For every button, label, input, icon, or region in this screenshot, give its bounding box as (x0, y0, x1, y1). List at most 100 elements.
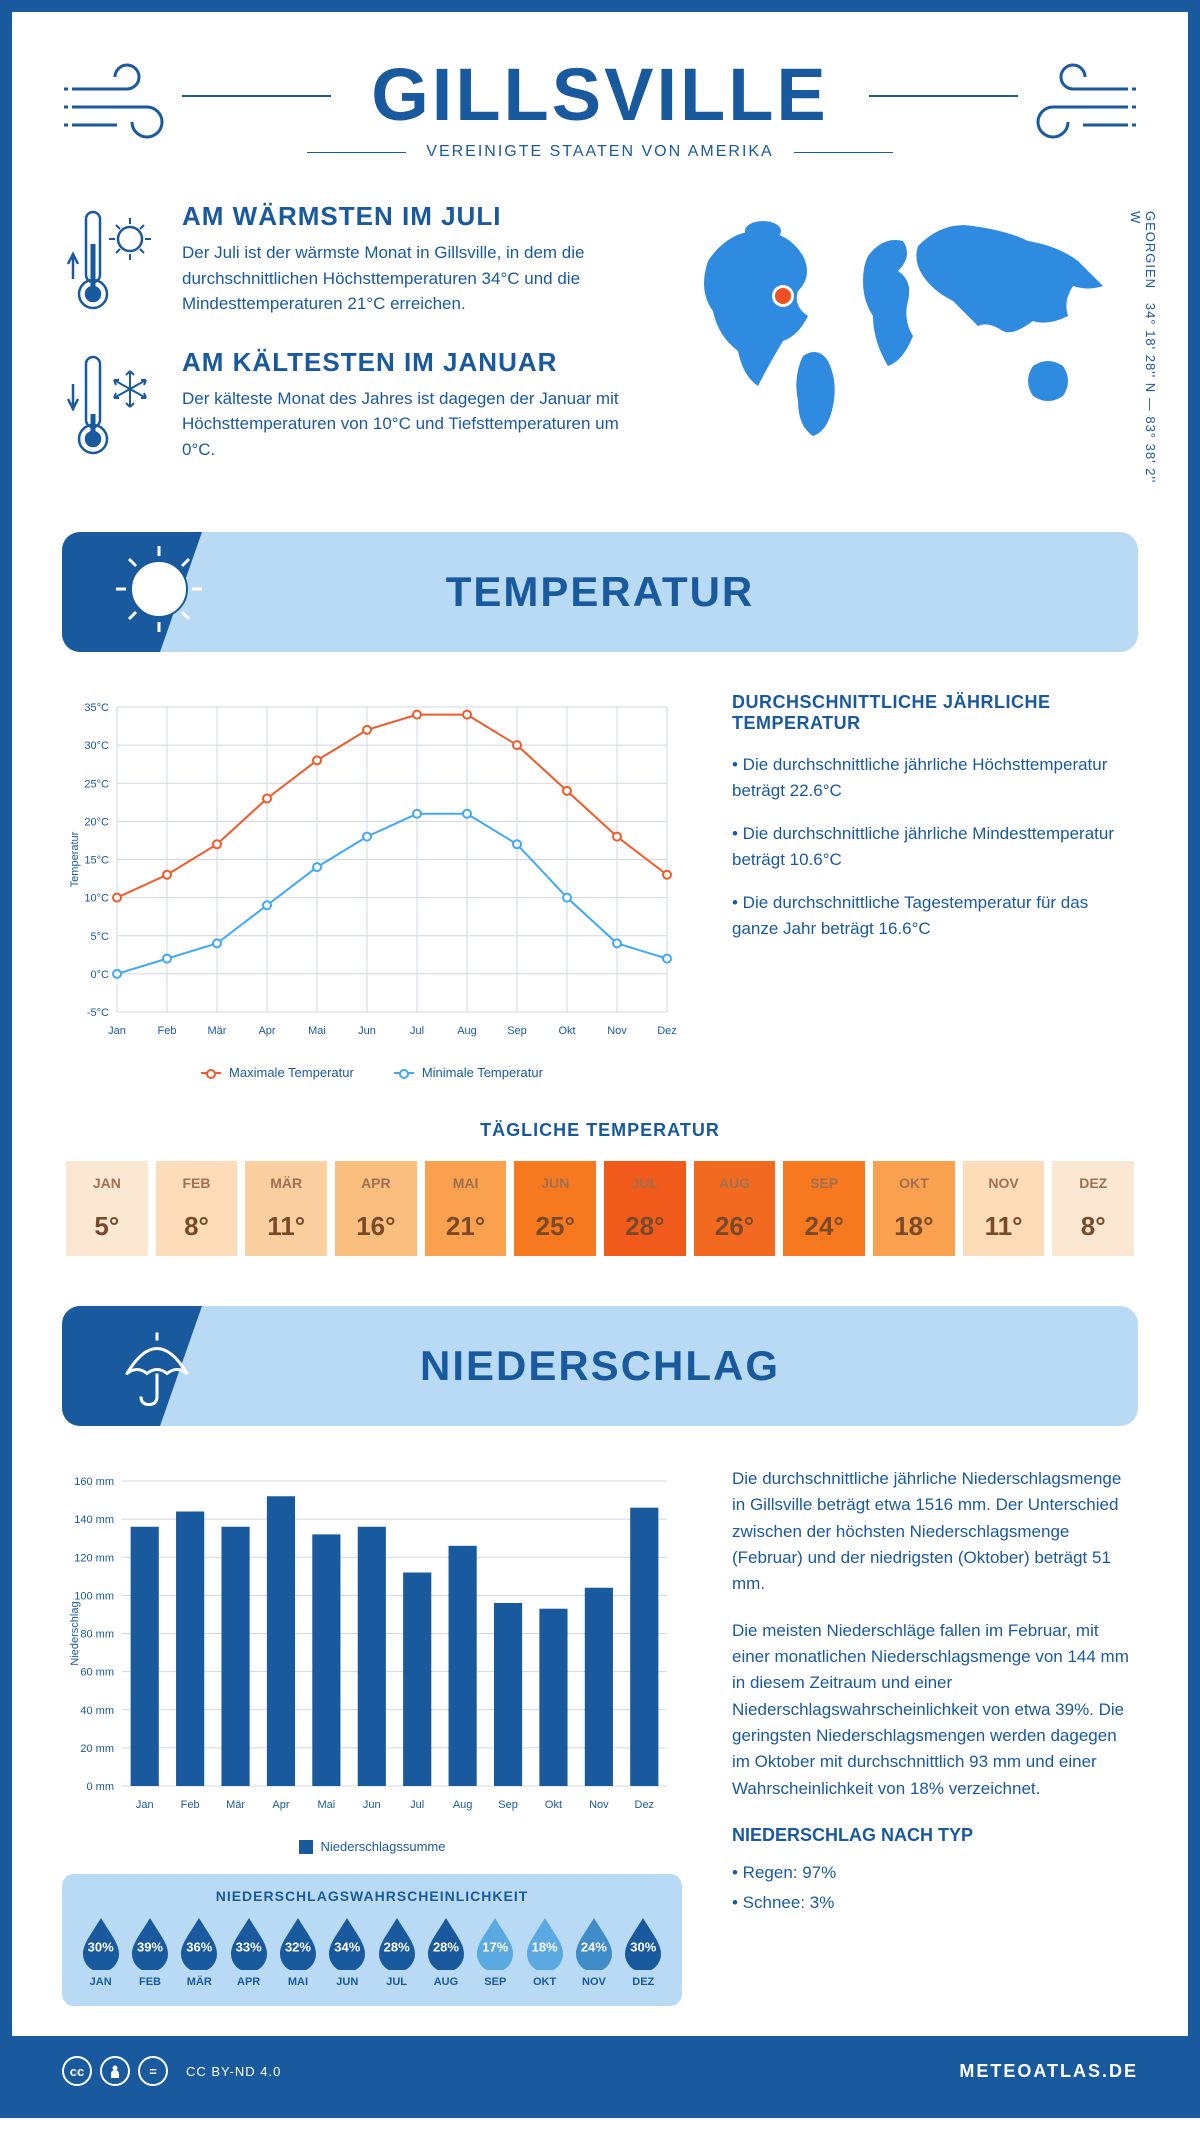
temp-section-title: TEMPERATUR (242, 568, 1138, 616)
precip-p2: Die meisten Niederschläge fallen im Febr… (732, 1618, 1138, 1802)
country-subtitle: VEREINIGTE STAATEN VON AMERIKA (406, 143, 793, 161)
svg-text:Feb: Feb (158, 1025, 177, 1037)
svg-text:30°C: 30°C (84, 740, 109, 752)
top-info: AM WÄRMSTEN IM JULI Der Juli ist der wär… (62, 201, 1138, 492)
svg-text:Nov: Nov (607, 1025, 627, 1037)
svg-text:35°C: 35°C (84, 702, 109, 714)
daily-cell: MAI21° (425, 1161, 507, 1256)
temp-chart: -5°C0°C5°C10°C15°C20°C25°C30°C35°CJanFeb… (62, 692, 682, 1080)
nd-icon: = (138, 2056, 168, 2086)
daily-cell: OKT18° (873, 1161, 955, 1256)
svg-text:Mai: Mai (318, 1799, 336, 1811)
svg-text:15°C: 15°C (84, 855, 109, 867)
svg-text:120 mm: 120 mm (74, 1552, 114, 1564)
prob-drop: 30%DEZ (621, 1916, 666, 1988)
annual-b3: • Die durchschnittliche Tagestemperatur … (732, 890, 1138, 941)
svg-text:Apr: Apr (258, 1025, 275, 1037)
svg-text:Jun: Jun (363, 1799, 381, 1811)
svg-text:Jun: Jun (358, 1025, 376, 1037)
daily-cell: APR16° (335, 1161, 417, 1256)
precip-legend-label: Niederschlagssumme (321, 1839, 446, 1854)
daily-cell: NOV11° (963, 1161, 1045, 1256)
svg-text:Nov: Nov (589, 1799, 609, 1811)
svg-text:Mär: Mär (226, 1799, 245, 1811)
daily-cell: JUN25° (514, 1161, 596, 1256)
precip-p1: Die durchschnittliche jährliche Niedersc… (732, 1466, 1138, 1598)
sun-icon (112, 542, 207, 642)
precip-row: 0 mm20 mm40 mm60 mm80 mm100 mm120 mm140 … (62, 1466, 1138, 2006)
prob-drop: 32%MAI (275, 1916, 320, 1988)
daily-cell: JUL28° (604, 1161, 686, 1256)
prob-drop: 33%APR (226, 1916, 271, 1988)
temp-legend: Maximale Temperatur Minimale Temperatur (62, 1065, 682, 1080)
prob-title: NIEDERSCHLAGSWAHRSCHEINLICHKEIT (78, 1888, 666, 1904)
svg-text:0 mm: 0 mm (87, 1781, 115, 1793)
svg-text:Mai: Mai (308, 1025, 326, 1037)
daily-cell: DEZ8° (1052, 1161, 1134, 1256)
svg-text:Jul: Jul (410, 1025, 424, 1037)
svg-text:Sep: Sep (498, 1799, 518, 1811)
annual-title: DURCHSCHNITTLICHE JÄHRLICHE TEMPERATUR (732, 692, 1138, 734)
svg-text:Sep: Sep (507, 1025, 527, 1037)
license-text: CC BY-ND 4.0 (186, 2064, 281, 2079)
svg-text:140 mm: 140 mm (74, 1514, 114, 1526)
svg-text:Feb: Feb (181, 1799, 200, 1811)
precip-legend: Niederschlagssumme (62, 1839, 682, 1854)
daily-temp-grid: JAN5°FEB8°MÄR11°APR16°MAI21°JUN25°JUL28°… (62, 1161, 1138, 1256)
thermometer-cold-icon (62, 347, 162, 463)
precip-banner: NIEDERSCHLAG (62, 1306, 1138, 1426)
precip-type-title: NIEDERSCHLAG NACH TYP (732, 1822, 1138, 1850)
svg-text:Dez: Dez (657, 1025, 677, 1037)
wind-icon-left (62, 59, 182, 154)
footer-brand: METEOATLAS.DE (959, 2061, 1138, 2082)
daily-cell: FEB8° (156, 1161, 238, 1256)
svg-text:0°C: 0°C (91, 969, 110, 981)
warmest-title: AM WÄRMSTEN IM JULI (182, 201, 648, 232)
svg-text:Jan: Jan (108, 1025, 126, 1037)
wind-icon-right (1018, 59, 1138, 154)
prob-drop: 28%AUG (423, 1916, 468, 1988)
svg-text:Temperatur: Temperatur (69, 831, 81, 887)
svg-text:Jan: Jan (136, 1799, 154, 1811)
city-title: GILLSVILLE (331, 52, 869, 137)
daily-cell: MÄR11° (245, 1161, 327, 1256)
svg-text:160 mm: 160 mm (74, 1476, 114, 1488)
prob-drop: 24%NOV (571, 1916, 616, 1988)
legend-min: Minimale Temperatur (422, 1065, 543, 1080)
precip-section-title: NIEDERSCHLAG (242, 1342, 1138, 1390)
daily-cell: JAN5° (66, 1161, 148, 1256)
svg-text:60 mm: 60 mm (80, 1667, 114, 1679)
world-map: GEORGIEN 34° 18' 28'' N — 83° 38' 2'' W (688, 201, 1138, 492)
coldest-title: AM KÄLTESTEN IM JANUAR (182, 347, 648, 378)
precip-chart: 0 mm20 mm40 mm60 mm80 mm100 mm120 mm140 … (62, 1466, 682, 1826)
footer: cc = CC BY-ND 4.0 METEOATLAS.DE (12, 2036, 1188, 2106)
umbrella-icon (112, 1319, 202, 1414)
svg-text:10°C: 10°C (84, 893, 109, 905)
daily-temp-title: TÄGLICHE TEMPERATUR (62, 1120, 1138, 1141)
svg-text:20°C: 20°C (84, 816, 109, 828)
prob-drops: 30%JAN39%FEB36%MÄR33%APR32%MAI34%JUN28%J… (78, 1916, 666, 1988)
annual-b1: • Die durchschnittliche jährliche Höchst… (732, 752, 1138, 803)
legend-max: Maximale Temperatur (229, 1065, 354, 1080)
warmest-text: Der Juli ist der wärmste Monat in Gillsv… (182, 240, 648, 317)
prob-drop: 30%JAN (78, 1916, 123, 1988)
svg-text:Okt: Okt (558, 1025, 575, 1037)
svg-text:Mär: Mär (208, 1025, 227, 1037)
daily-cell: SEP24° (783, 1161, 865, 1256)
temp-annual-text: DURCHSCHNITTLICHE JÄHRLICHE TEMPERATUR •… (732, 692, 1138, 1080)
prob-drop: 39%FEB (127, 1916, 172, 1988)
svg-text:25°C: 25°C (84, 778, 109, 790)
svg-text:Aug: Aug (457, 1025, 477, 1037)
infographic-frame: GILLSVILLE VEREINIGTE STAATEN VON AMERIK… (0, 0, 1200, 2118)
prob-drop: 18%OKT (522, 1916, 567, 1988)
warmest-block: AM WÄRMSTEN IM JULI Der Juli ist der wär… (62, 201, 648, 317)
svg-text:Apr: Apr (272, 1799, 289, 1811)
svg-text:40 mm: 40 mm (80, 1705, 114, 1717)
cc-license: cc = CC BY-ND 4.0 (62, 2056, 281, 2086)
svg-text:80 mm: 80 mm (80, 1629, 114, 1641)
precip-prob-box: NIEDERSCHLAGSWAHRSCHEINLICHKEIT 30%JAN39… (62, 1874, 682, 2006)
svg-text:5°C: 5°C (91, 931, 110, 943)
header: GILLSVILLE VEREINIGTE STAATEN VON AMERIK… (62, 52, 1138, 161)
svg-text:Aug: Aug (453, 1799, 473, 1811)
prob-drop: 28%JUL (374, 1916, 419, 1988)
